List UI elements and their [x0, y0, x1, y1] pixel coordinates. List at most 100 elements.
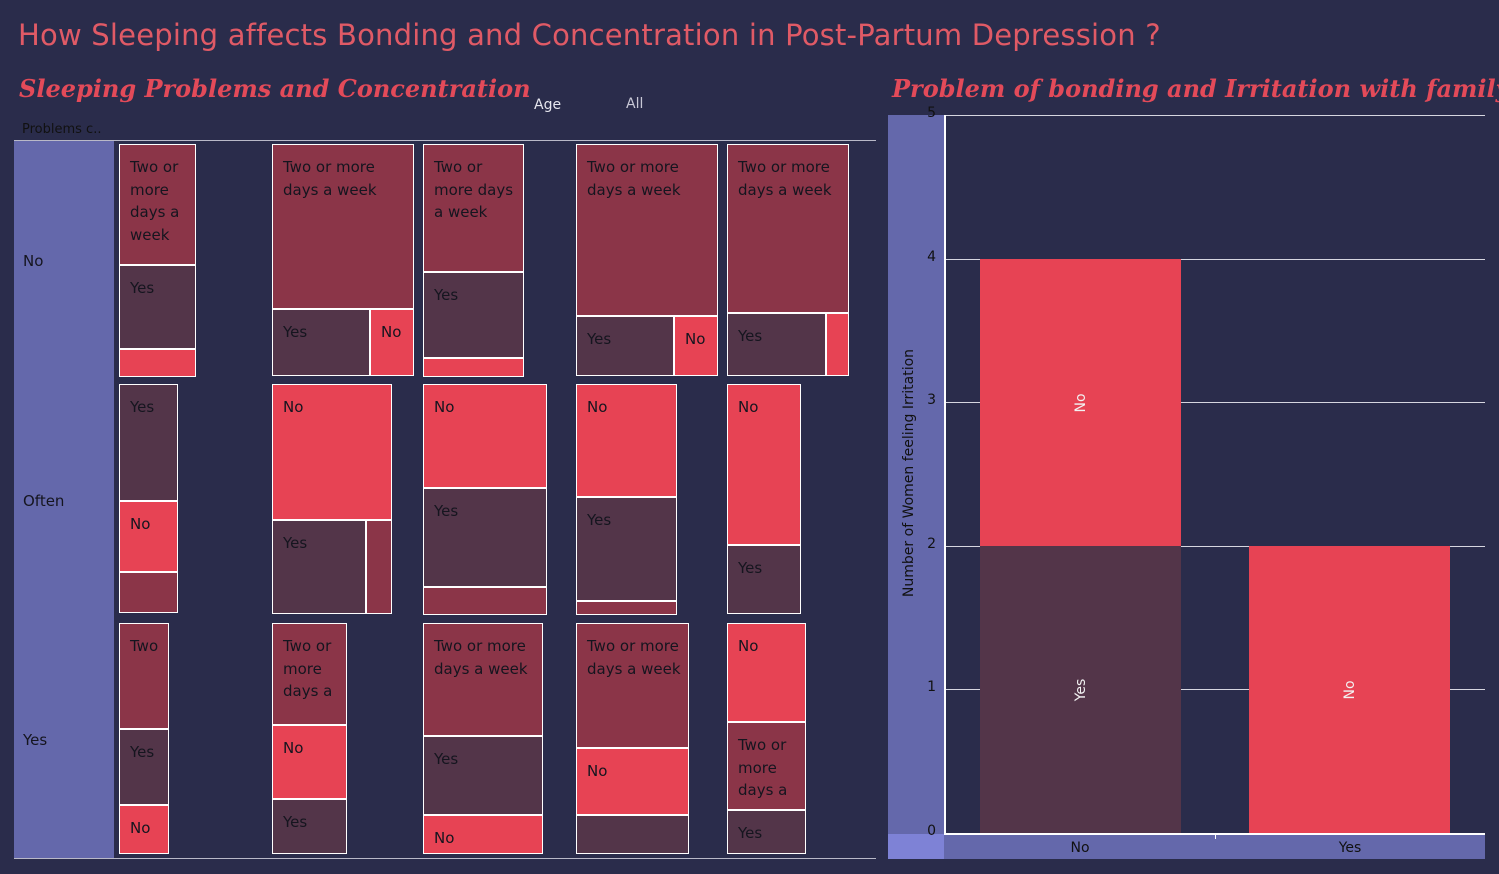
treemap-cell-label: Yes — [587, 511, 612, 529]
treemap-cell[interactable]: Yes — [423, 272, 524, 358]
bar-segment[interactable]: No — [980, 259, 1181, 546]
treemap-cell-label: Yes — [283, 813, 308, 831]
header-divider — [14, 140, 876, 141]
treemap-cell-label: Yes — [434, 286, 459, 304]
treemap-cell[interactable]: Yes — [727, 545, 801, 614]
treemap-cell[interactable]: Yes — [119, 265, 196, 349]
treemap-cell[interactable]: Yes — [423, 488, 547, 587]
bar-segment[interactable]: No — [1249, 546, 1450, 833]
treemap-cell[interactable]: No — [370, 309, 414, 376]
treemap-cell[interactable]: Yes — [423, 736, 543, 815]
treemap-cell-label: Two or more days a week — [434, 637, 528, 678]
y-tick-label: 3 — [927, 392, 936, 408]
treemap-cell[interactable]: Two or more days a week — [576, 623, 689, 748]
bottom-divider — [14, 858, 876, 859]
treemap-cell[interactable]: No — [423, 815, 543, 854]
treemap-cell[interactable]: No — [272, 725, 347, 799]
treemap-cell[interactable]: Two or more days a — [727, 722, 806, 810]
rows-field-header[interactable]: Problems c.. — [22, 122, 102, 137]
treemap-cell[interactable]: Two or more days a week — [272, 144, 414, 309]
treemap-cell-label: Yes — [283, 323, 308, 341]
treemap-cell[interactable]: Yes — [727, 313, 826, 376]
treemap-cell[interactable]: No — [576, 384, 677, 497]
treemap-cell[interactable]: Yes — [272, 520, 366, 614]
treemap-cell[interactable] — [366, 520, 392, 614]
treemap-cell-label: No — [738, 637, 759, 655]
treemap-cell[interactable]: No — [119, 805, 169, 854]
treemap-cell-label: Two or more days a week — [283, 158, 377, 199]
treemap-cell-label: Yes — [130, 398, 155, 416]
axis-corner — [888, 834, 944, 859]
row-label-yes: Yes — [23, 731, 48, 749]
x-tick-mark — [1215, 833, 1216, 839]
y-tick-label: 2 — [927, 536, 936, 552]
treemap-cell[interactable]: Yes — [119, 729, 169, 805]
treemap-cell-label: No — [130, 515, 151, 533]
y-tick-label: 1 — [927, 679, 936, 695]
treemap-cell[interactable] — [576, 601, 677, 615]
x-tick-label: No — [1070, 840, 1090, 856]
treemap-cell[interactable]: Two or more days a week — [119, 144, 196, 265]
treemap-cell[interactable]: Two or more days a week — [576, 144, 718, 316]
treemap-cell[interactable]: No — [674, 316, 718, 376]
row-header-panel — [14, 141, 114, 858]
treemap-cell[interactable]: No — [576, 748, 689, 815]
treemap-cell[interactable]: Yes — [119, 384, 178, 501]
treemap-cell-label: Yes — [738, 824, 763, 842]
age-filter-label: Age — [534, 97, 562, 113]
y-tick-label: 5 — [927, 105, 936, 121]
treemap-cell[interactable]: Yes — [727, 810, 806, 854]
treemap-cell[interactable] — [423, 358, 524, 377]
bar-segment-label: Yes — [1072, 678, 1089, 701]
treemap-cell-label: Two or more days a week — [587, 637, 681, 678]
y-axis-title-text: Number of Women feeling Irritation — [901, 348, 917, 598]
treemap-cell[interactable]: No — [272, 384, 392, 520]
treemap-cell-label: Two or more days a week — [130, 158, 180, 244]
treemap-cell[interactable] — [119, 349, 196, 377]
treemap-cell-label: Two or more days a — [738, 736, 788, 799]
treemap-cell[interactable]: No — [727, 384, 801, 545]
x-axis-line — [944, 833, 1485, 835]
treemap-cell-label: Yes — [738, 559, 763, 577]
treemap-cell[interactable]: Yes — [576, 497, 677, 601]
treemap-cell-label: No — [738, 398, 759, 416]
treemap-cell[interactable]: Two or more days a week — [423, 144, 524, 272]
treemap-cell-label: No — [587, 398, 608, 416]
treemap-cell-label: Yes — [434, 502, 459, 520]
y-gridline — [945, 689, 1485, 690]
row-label-no: No — [23, 252, 44, 270]
treemap-cell-label: No — [685, 330, 706, 348]
y-gridline — [945, 546, 1485, 547]
treemap-cell-label: Yes — [587, 330, 612, 348]
bar-chart-title: Problem of bonding and Irritation with f… — [892, 74, 1499, 103]
treemap-cell-label: No — [434, 398, 455, 416]
treemap-cell[interactable] — [119, 572, 178, 613]
treemap-cell-label: Yes — [434, 750, 459, 768]
treemap-cell[interactable]: Yes — [576, 316, 674, 376]
treemap-cell-label: No — [587, 762, 608, 780]
treemap-cell-label: Two or more days a week — [738, 158, 832, 199]
treemap-cell[interactable]: No — [423, 384, 547, 488]
treemap-cell[interactable] — [423, 587, 547, 615]
treemap-cell[interactable]: Yes — [272, 309, 370, 376]
treemap-cell[interactable] — [576, 815, 689, 854]
treemap-cell[interactable] — [826, 313, 849, 376]
y-tick-label: 4 — [927, 249, 936, 265]
treemap-cell[interactable]: Two — [119, 623, 169, 729]
y-axis-line — [944, 115, 946, 834]
dashboard-title: How Sleeping affects Bonding and Concent… — [18, 18, 1161, 52]
treemap-cell[interactable]: Yes — [272, 799, 347, 854]
treemap-cell[interactable]: No — [727, 623, 806, 722]
treemap-cell-label: Two or more days a — [283, 637, 333, 700]
age-filter-dropdown[interactable]: All — [626, 96, 644, 112]
treemap-cell[interactable]: No — [119, 501, 178, 572]
bar-segment-label: No — [1341, 679, 1358, 700]
treemap-cell[interactable]: Two or more days a week — [727, 144, 849, 313]
bar-segment[interactable]: Yes — [980, 546, 1181, 833]
treemap-cell[interactable]: Two or more days a — [272, 623, 347, 725]
treemap-cell-label: No — [283, 739, 304, 757]
treemap-cell[interactable]: Two or more days a week — [423, 623, 543, 736]
x-tick-label: Yes — [1338, 840, 1362, 856]
treemap-cell-label: Two or more days a week — [434, 158, 514, 221]
treemap-cell-label: No — [130, 819, 151, 837]
